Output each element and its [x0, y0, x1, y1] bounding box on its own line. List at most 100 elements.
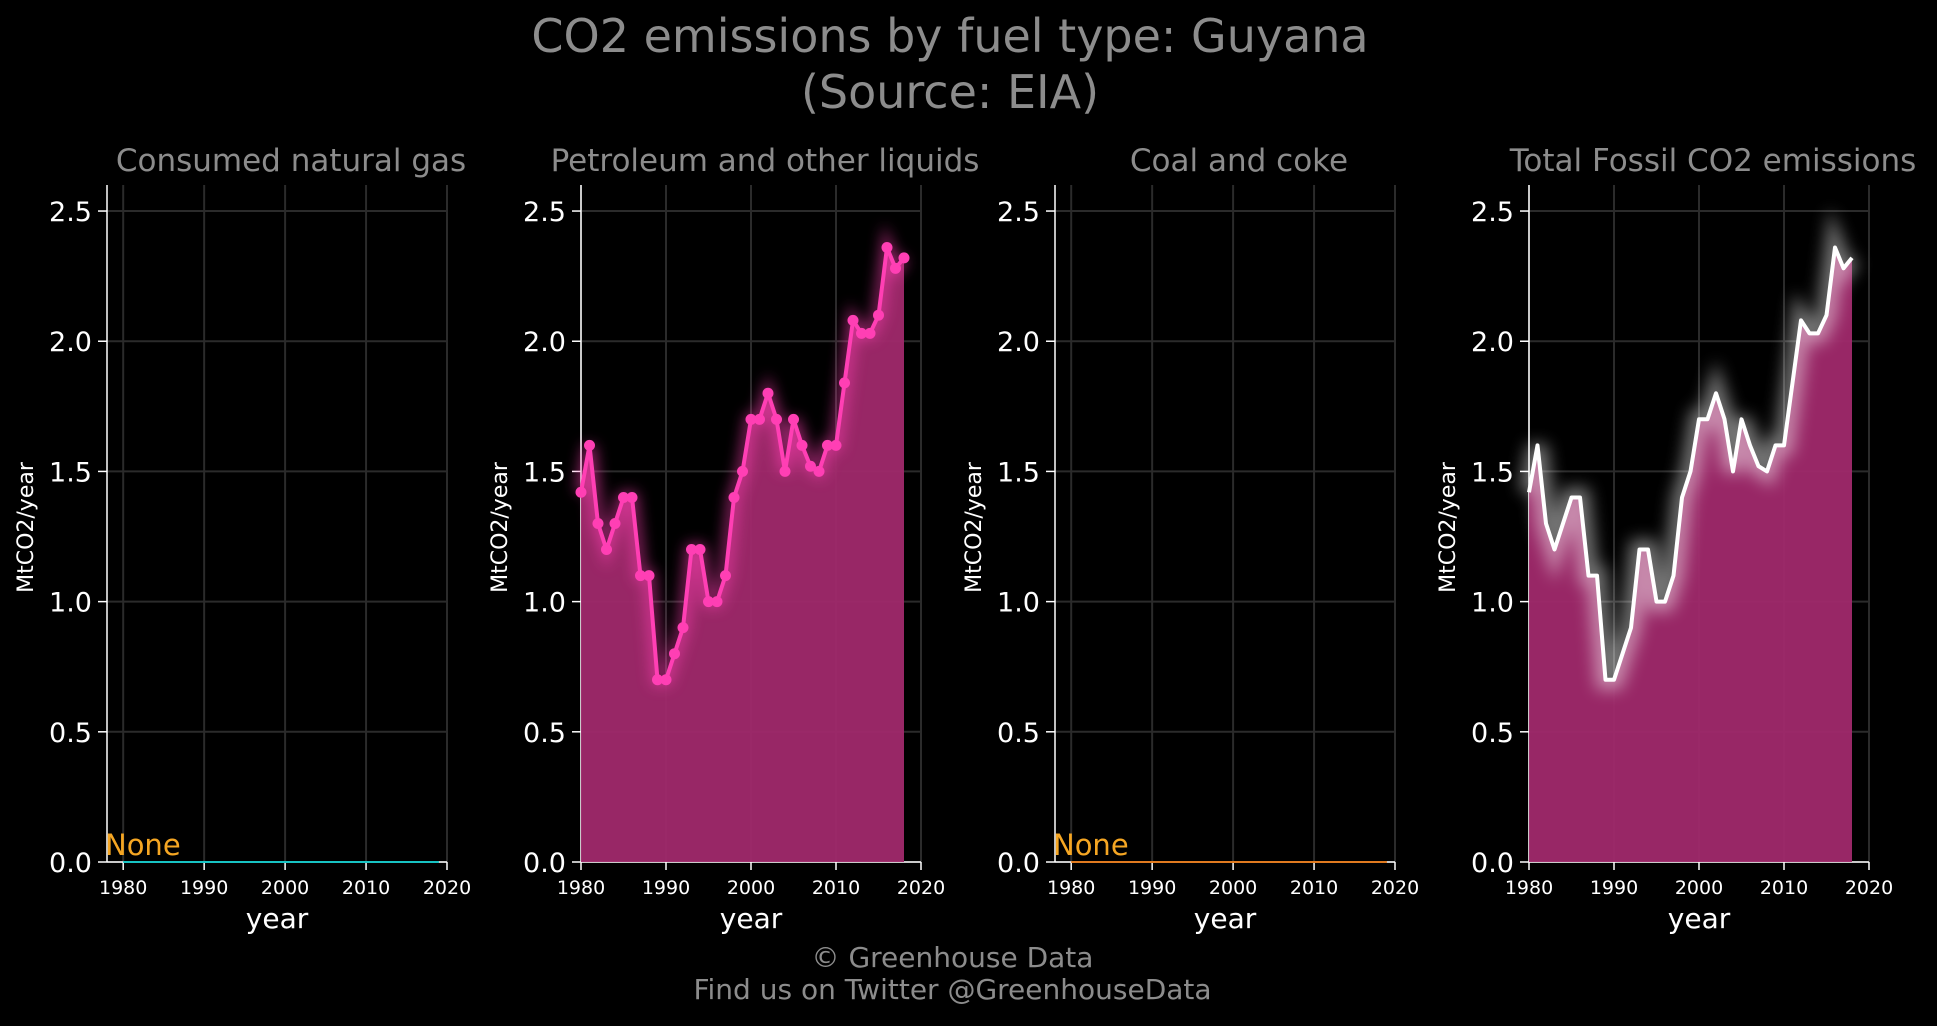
- y-tick-label: 0.0: [49, 848, 92, 879]
- data-point: [864, 327, 876, 339]
- x-tick-label: 1980: [1505, 877, 1553, 899]
- y-tick-label: 0.0: [1471, 848, 1514, 879]
- y-tick-label: 2.5: [49, 197, 92, 228]
- data-point: [694, 544, 706, 556]
- data-point: [898, 252, 910, 264]
- x-tick-label: 1990: [180, 877, 228, 899]
- x-tick-label: 1980: [557, 877, 605, 899]
- data-point: [686, 544, 697, 556]
- data-point: [711, 596, 723, 608]
- x-tick-label: 2020: [1845, 877, 1893, 899]
- x-axis-label: year: [1668, 902, 1731, 935]
- chart-panel-4: 0.0 0.5 1.0 1.5 2.0 2.5 1980 1990 2000 2010 2020 To…: [1436, 143, 1916, 935]
- x-tick-label: 1990: [1128, 877, 1176, 899]
- data-point: [660, 674, 672, 686]
- data-point: [890, 262, 901, 274]
- x-axis-label: year: [246, 902, 309, 935]
- y-tick-label: 1.0: [49, 588, 92, 619]
- data-point: [669, 648, 680, 660]
- y-axis-label: MtCO2/year: [962, 461, 987, 593]
- x-tick-label: 1980: [99, 877, 147, 899]
- data-point: [830, 439, 842, 451]
- data-point: [652, 674, 663, 686]
- chart-panel-2: 0.0 0.5 1.0 1.5 2.0 2.5 1980 1990 2000 2010 2020 Pe…: [488, 143, 979, 935]
- data-point: [618, 491, 629, 503]
- x-tick-label: 2010: [1760, 877, 1808, 899]
- data-point: [737, 465, 748, 477]
- data-point: [847, 314, 859, 326]
- y-tick-label: 0.5: [997, 718, 1040, 749]
- y-tick-label: 2.0: [997, 327, 1040, 358]
- series-area: [581, 247, 904, 862]
- data-point: [805, 460, 816, 472]
- data-point: [771, 413, 782, 425]
- chart-title-line-1: CO2 emissions by fuel type: Guyana: [531, 9, 1369, 63]
- none-annotation: None: [105, 828, 181, 862]
- x-tick-label: 2000: [1209, 877, 1257, 899]
- panel-title: Consumed natural gas: [116, 143, 466, 179]
- y-tick-label: 0.0: [523, 848, 566, 879]
- y-axis-label: MtCO2/year: [1436, 461, 1461, 593]
- x-tick-label: 1990: [1590, 877, 1638, 899]
- data-point: [703, 596, 714, 608]
- panel-title: Coal and coke: [1130, 143, 1348, 179]
- y-tick-label: 0.5: [523, 718, 566, 749]
- data-point: [796, 439, 808, 451]
- data-point: [779, 465, 791, 477]
- data-point: [822, 439, 833, 451]
- x-tick-label: 2010: [1290, 877, 1338, 899]
- data-point: [873, 309, 884, 321]
- x-tick-label: 2010: [342, 877, 390, 899]
- data-point: [745, 413, 757, 425]
- y-tick-label: 1.0: [523, 588, 566, 619]
- y-tick-label: 2.5: [523, 197, 566, 228]
- footer: © Greenhouse Data Find us on Twitter @Gr…: [0, 942, 1905, 1006]
- data-point: [609, 518, 621, 529]
- y-tick-label: 2.5: [1471, 197, 1514, 228]
- data-point: [584, 439, 595, 451]
- x-axis-label: year: [720, 902, 783, 935]
- y-tick-label: 0.5: [1471, 718, 1514, 749]
- x-tick-label: 2000: [1675, 877, 1723, 899]
- series-area: [1529, 247, 1852, 862]
- x-tick-label: 2000: [261, 877, 309, 899]
- data-point: [813, 465, 825, 477]
- y-tick-label: 2.0: [1471, 327, 1514, 358]
- x-tick-label: 1990: [642, 877, 690, 899]
- y-axis-label: MtCO2/year: [14, 461, 39, 593]
- chart-title-line-2: (Source: EIA): [800, 65, 1100, 119]
- y-tick-label: 1.5: [49, 457, 92, 488]
- data-point: [677, 622, 689, 634]
- x-tick-label: 2010: [812, 877, 860, 899]
- data-point: [856, 327, 867, 339]
- y-axis-label: MtCO2/year: [488, 461, 513, 593]
- data-point: [881, 241, 893, 253]
- data-point: [635, 570, 646, 582]
- data-point: [839, 377, 850, 389]
- panel-title: Petroleum and other liquids: [551, 143, 980, 179]
- chart-panel-1: 0.0 0.5 1.0 1.5 2.0 2.5 1980 1990 2000 2010 2020 Co…: [14, 143, 471, 935]
- copyright-text: © Greenhouse Data: [811, 941, 1094, 974]
- data-point: [720, 570, 731, 582]
- y-tick-label: 1.0: [1471, 588, 1514, 619]
- data-point: [643, 570, 655, 582]
- y-tick-label: 2.5: [997, 197, 1040, 228]
- x-tick-label: 2020: [897, 877, 945, 899]
- y-tick-label: 0.5: [49, 718, 92, 749]
- twitter-credit: Find us on Twitter @GreenhouseData: [693, 973, 1212, 1006]
- chart-title: CO2 emissions by fuel type: Guyana (Sour…: [0, 8, 1900, 120]
- data-point: [575, 486, 587, 498]
- y-tick-label: 2.0: [49, 327, 92, 358]
- panel-title: Total Fossil CO2 emissions: [1509, 143, 1917, 179]
- data-point: [626, 491, 638, 503]
- chart-panel-3: 0.0 0.5 1.0 1.5 2.0 2.5 1980 1990 2000 2010 2020 Co…: [962, 143, 1419, 935]
- x-tick-label: 2020: [423, 877, 471, 899]
- y-tick-label: 0.0: [997, 848, 1040, 879]
- data-point: [762, 387, 774, 399]
- x-axis-label: year: [1194, 902, 1257, 935]
- y-tick-label: 1.5: [997, 457, 1040, 488]
- data-point: [754, 413, 765, 425]
- y-tick-label: 2.0: [523, 327, 566, 358]
- y-tick-label: 1.0: [997, 588, 1040, 619]
